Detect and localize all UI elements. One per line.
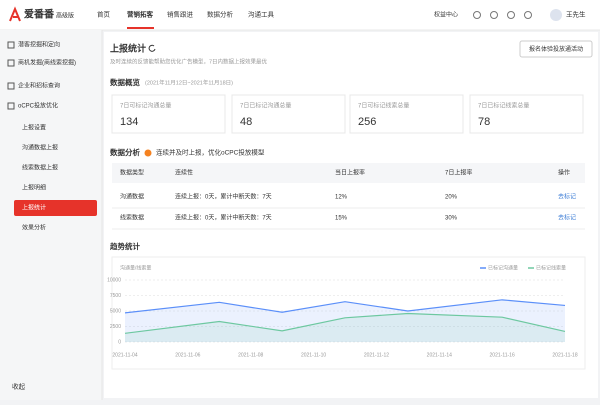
x-tick-label: 2021-11-04 bbox=[112, 352, 137, 358]
submenu-item[interactable]: 上报明细 bbox=[22, 184, 46, 192]
warning-icon bbox=[144, 149, 152, 157]
card bbox=[469, 94, 584, 134]
submenu-item[interactable]: 沟通数据上报 bbox=[22, 144, 58, 152]
x-tick-label: 2021-11-12 bbox=[364, 352, 389, 358]
submenu-item[interactable]: 上报设置 bbox=[22, 124, 46, 132]
menu-active bbox=[14, 200, 97, 216]
icon[interactable] bbox=[524, 11, 532, 19]
card bbox=[349, 94, 464, 134]
icon[interactable] bbox=[507, 11, 515, 19]
section-title: 数据概览 bbox=[110, 77, 140, 87]
submenu-item[interactable]: 上报统计 bbox=[22, 204, 46, 212]
nav-item[interactable]: 数据分析 bbox=[207, 10, 234, 19]
y-tick-label: 2500 bbox=[110, 324, 121, 330]
menu-item[interactable]: 商机发掘(商线索挖掘) bbox=[18, 59, 76, 67]
submenu-item[interactable]: 效果分析 bbox=[22, 224, 46, 232]
table-action[interactable]: 去标记 bbox=[558, 214, 576, 222]
line bbox=[124, 299, 566, 314]
x-tick-label: 2021-11-18 bbox=[552, 352, 577, 358]
menu-icon bbox=[7, 102, 15, 110]
card-value: 78 bbox=[478, 116, 490, 128]
y-tick-label: 10000 bbox=[107, 277, 121, 283]
edition: 高级版 bbox=[56, 12, 74, 20]
submenu-item[interactable]: 线索数据上报 bbox=[22, 164, 58, 172]
subtitle: 及时连续的反馈能帮助您优化广告模型，7日内数据上报效果最优 bbox=[110, 57, 268, 65]
refresh-icon[interactable] bbox=[148, 44, 156, 52]
table-header-cell: 连续性 bbox=[175, 169, 193, 177]
table-cell: 15% bbox=[335, 216, 348, 222]
card bbox=[231, 94, 346, 134]
x-tick-label: 2021-11-10 bbox=[301, 352, 326, 358]
icon[interactable] bbox=[473, 11, 481, 19]
x-tick-label: 2021-11-16 bbox=[490, 352, 515, 358]
avatar[interactable] bbox=[550, 9, 562, 21]
nav-item[interactable]: 首页 bbox=[97, 10, 111, 19]
logo: 爱番番 bbox=[24, 8, 55, 21]
x-tick-label: 2021-11-06 bbox=[175, 352, 200, 358]
card-label: 7日已标记线索总量 bbox=[478, 102, 529, 110]
y-tick-label: 0 bbox=[118, 339, 121, 345]
page-title: 上报统计 bbox=[110, 42, 146, 53]
table-cell: 12% bbox=[335, 195, 348, 201]
card-label: 7日已标记沟通总量 bbox=[240, 102, 291, 110]
nav-item[interactable]: 沟通工具 bbox=[248, 10, 275, 19]
table-cell: 沟通数据 bbox=[120, 193, 144, 201]
area bbox=[125, 299, 565, 342]
menu-item[interactable]: 潜客挖掘和定向 bbox=[18, 41, 60, 49]
nav-underline bbox=[127, 27, 154, 29]
table-header-cell: 数据类型 bbox=[120, 169, 144, 177]
table-cell: 连续上报：0天，累计中断天数：7天 bbox=[175, 214, 272, 222]
benefits[interactable]: 权益中心 bbox=[434, 11, 458, 19]
table-cell: 线索数据 bbox=[120, 214, 144, 222]
table-header-cell: 操作 bbox=[558, 169, 570, 177]
logo-icon bbox=[9, 6, 21, 22]
menu-icon bbox=[7, 41, 15, 49]
table-header-cell: 7日上报率 bbox=[445, 169, 472, 177]
card-label: 7日可标记线索总量 bbox=[358, 102, 409, 110]
chart-panel bbox=[111, 256, 586, 370]
table-action[interactable]: 去标记 bbox=[558, 193, 576, 201]
y-axis-label: 沟通量/线索量 bbox=[120, 264, 151, 271]
collapse[interactable]: 收起 bbox=[12, 382, 26, 391]
menu-item[interactable]: 企业和招标查询 bbox=[18, 82, 60, 90]
top-bar bbox=[0, 0, 600, 30]
tip: 连续并及时上报，优化oCPC投放模型 bbox=[156, 148, 265, 157]
y-tick-label: 7500 bbox=[110, 293, 121, 299]
card-value: 48 bbox=[240, 116, 252, 128]
section-title: 数据分析 bbox=[110, 147, 140, 157]
icon[interactable] bbox=[490, 11, 498, 19]
table-header bbox=[112, 163, 585, 183]
menu-item[interactable]: oCPC投放优化 bbox=[18, 102, 58, 110]
nav-item[interactable]: 营销拓客 bbox=[127, 10, 154, 19]
button-label[interactable]: 报名体验投放通活动 bbox=[529, 45, 583, 53]
table-cell: 30% bbox=[445, 216, 458, 222]
legend-label: 已标记线索量 bbox=[536, 264, 566, 271]
card-label: 7日可标记沟通总量 bbox=[120, 102, 171, 110]
y-tick-label: 5000 bbox=[110, 308, 121, 314]
card-value: 256 bbox=[358, 116, 376, 128]
nav-item[interactable]: 销售跟进 bbox=[167, 10, 194, 19]
table-cell: 20% bbox=[445, 195, 458, 201]
card bbox=[111, 94, 226, 134]
card-value: 134 bbox=[120, 116, 138, 128]
line bbox=[124, 312, 566, 334]
area bbox=[125, 313, 565, 342]
chart-title: 趋势统计 bbox=[109, 241, 140, 251]
legend-label: 已标记沟通量 bbox=[488, 264, 518, 271]
table-cell: 连续上报：0天，累计中断天数：7天 bbox=[175, 193, 272, 201]
menu-icon bbox=[7, 59, 15, 67]
date-range: (2021年11月12日~2021年11月18日) bbox=[145, 78, 233, 86]
button[interactable] bbox=[519, 40, 593, 58]
x-tick-label: 2021-11-14 bbox=[427, 352, 452, 358]
x-tick-label: 2021-11-08 bbox=[238, 352, 263, 358]
user-name[interactable]: 王先生 bbox=[566, 10, 586, 19]
menu-icon bbox=[7, 82, 15, 90]
table-header-cell: 当日上报率 bbox=[335, 169, 365, 177]
